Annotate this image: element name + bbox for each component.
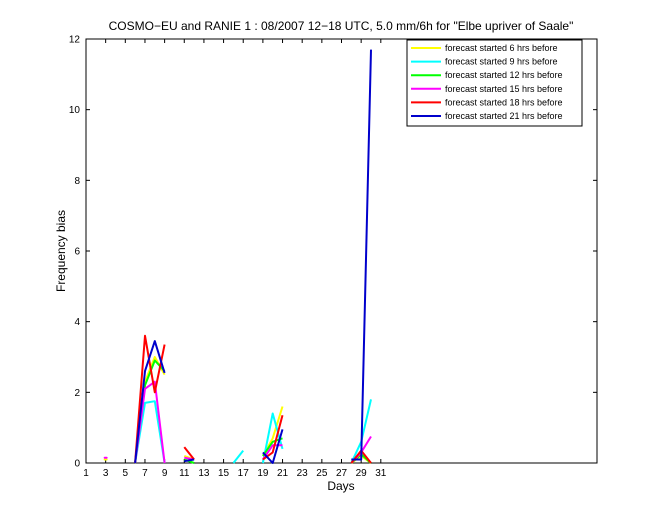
y-tick-label: 10 bbox=[69, 105, 81, 116]
x-tick-label: 9 bbox=[162, 468, 168, 479]
x-tick-label: 13 bbox=[198, 468, 210, 479]
y-tick-label: 2 bbox=[74, 388, 80, 399]
y-tick-label: 0 bbox=[74, 459, 80, 470]
x-tick-label: 1 bbox=[83, 468, 89, 479]
legend-entry: forecast started 15 hrs before bbox=[445, 84, 563, 94]
series-line bbox=[134, 340, 166, 464]
y-tick-label: 12 bbox=[69, 35, 81, 46]
chart-title: COSMO−EU and RANIE 1 : 08/2007 12−18 UTC… bbox=[109, 19, 574, 33]
x-axis-label: Days bbox=[327, 479, 354, 493]
y-tick-label: 8 bbox=[74, 176, 80, 187]
x-tick-label: 23 bbox=[297, 468, 309, 479]
series-line bbox=[351, 49, 372, 461]
y-axis-label: Frequency bias bbox=[54, 210, 68, 292]
legend: forecast started 6 hrs before forecast st… bbox=[406, 39, 583, 127]
legend-entry: forecast started 21 hrs before bbox=[445, 111, 563, 121]
x-tick-label: 27 bbox=[336, 468, 348, 479]
x-tick-label: 15 bbox=[218, 468, 230, 479]
legend-entry: forecast started 18 hrs before bbox=[445, 97, 563, 107]
y-tick-label: 4 bbox=[74, 317, 80, 328]
x-tick-label: 25 bbox=[316, 468, 328, 479]
series-line bbox=[183, 446, 195, 461]
x-tick-label: 17 bbox=[238, 468, 250, 479]
series-lines bbox=[103, 49, 372, 464]
x-tick-label: 19 bbox=[257, 468, 269, 479]
legend-entry: forecast started 9 hrs before bbox=[445, 57, 558, 67]
y-tick-label: 6 bbox=[74, 247, 80, 258]
series-line bbox=[184, 458, 195, 463]
legend-entry: forecast started 6 hrs before bbox=[445, 43, 558, 53]
x-tick-label: 5 bbox=[123, 468, 129, 479]
x-tick-label: 21 bbox=[277, 468, 289, 479]
x-tick-label: 29 bbox=[356, 468, 368, 479]
series-6 bbox=[134, 49, 372, 464]
x-tick-label: 31 bbox=[375, 468, 387, 479]
x-tick-label: 7 bbox=[142, 468, 148, 479]
y-axis: 0 2 4 6 8 10 12 bbox=[69, 35, 597, 470]
series-line bbox=[232, 449, 244, 464]
x-axis: 1 3 5 7 9 11 13 15 17 19 21 23 25 27 29 31 bbox=[83, 39, 387, 479]
x-tick-label: 11 bbox=[179, 468, 190, 479]
legend-entry: forecast started 12 hrs before bbox=[445, 70, 563, 80]
legend-box bbox=[406, 39, 583, 127]
series-line bbox=[134, 334, 166, 464]
x-tick-label: 3 bbox=[103, 468, 109, 479]
series-line bbox=[262, 429, 284, 464]
